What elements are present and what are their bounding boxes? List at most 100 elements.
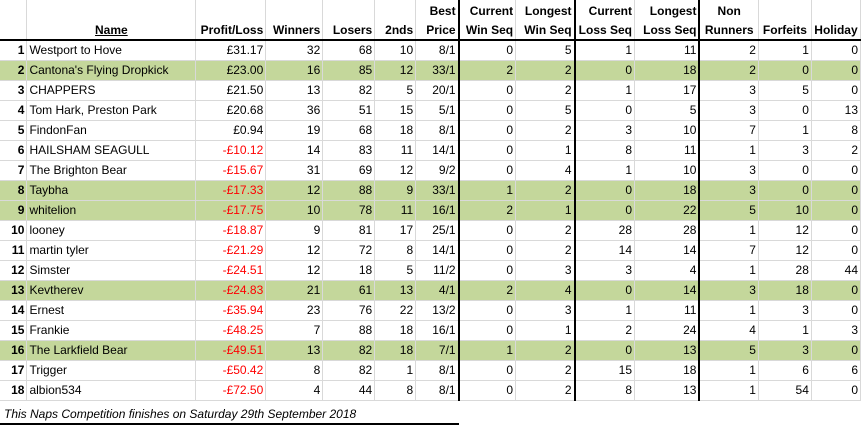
table-row: 15 Frankie -£48.25 7 88 18 16/1 0 1 2 24 4 1 3 xyxy=(0,320,861,341)
best-price-cell: 8/1 xyxy=(415,40,460,61)
losers-cell: 44 xyxy=(322,380,376,401)
longest-win-seq-cell: 2 xyxy=(515,120,576,141)
holiday-cell: 8 xyxy=(811,120,861,141)
non-runners-cell: 3 xyxy=(699,280,759,301)
profit-loss-cell: -£17.75 xyxy=(195,200,267,221)
forfeits-cell: 3 xyxy=(758,300,812,321)
player-name-cell: Tom Hark, Preston Park xyxy=(26,100,197,121)
holiday-cell: 0 xyxy=(811,160,861,181)
longest-loss-seq-cell: 10 xyxy=(634,120,701,141)
seconds-cell: 13 xyxy=(374,280,417,301)
forfeits-cell: 5 xyxy=(758,80,812,101)
rank-cell: 10 xyxy=(0,220,28,241)
seconds-cell: 12 xyxy=(374,160,417,181)
winners-cell: 32 xyxy=(265,40,324,61)
longest-loss-seq-cell: 22 xyxy=(634,200,701,221)
player-name-cell: FindonFan xyxy=(26,120,197,141)
current-loss-seq-cell: 1 xyxy=(574,160,636,181)
winners-cell: 7 xyxy=(265,320,324,341)
header-holiday: Holiday xyxy=(811,20,861,41)
seconds-cell: 5 xyxy=(374,260,417,281)
non-runners-cell: 5 xyxy=(699,340,759,361)
current-loss-seq-cell: 3 xyxy=(574,120,636,141)
holiday-cell: 0 xyxy=(811,240,861,261)
longest-win-seq-cell: 1 xyxy=(515,200,576,221)
header-longest-win-seq: Win Seq xyxy=(515,20,576,41)
losers-cell: 61 xyxy=(322,280,376,301)
current-loss-seq-cell: 0 xyxy=(574,340,636,361)
rank-cell: 15 xyxy=(0,320,28,341)
non-runners-cell: 4 xyxy=(699,320,759,341)
seconds-cell: 5 xyxy=(374,80,417,101)
holiday-cell: 0 xyxy=(811,380,861,401)
forfeits-cell: 1 xyxy=(758,320,812,341)
non-runners-cell: 5 xyxy=(699,200,759,221)
holiday-cell: 0 xyxy=(811,200,861,221)
longest-loss-seq-cell: 13 xyxy=(634,380,701,401)
losers-cell: 51 xyxy=(322,100,376,121)
rank-cell: 13 xyxy=(0,280,28,301)
winners-cell: 36 xyxy=(265,100,324,121)
seconds-cell: 17 xyxy=(374,220,417,241)
header-best-price: Price xyxy=(415,20,460,41)
rank-cell: 17 xyxy=(0,360,28,381)
current-win-seq-cell: 0 xyxy=(457,220,517,241)
player-name-cell: looney xyxy=(26,220,197,241)
longest-win-seq-cell: 2 xyxy=(515,340,576,361)
forfeits-cell: 0 xyxy=(758,100,812,121)
non-runners-cell: 3 xyxy=(699,100,759,121)
table-row: 3 CHAPPERS £21.50 13 82 5 20/1 0 2 1 17 3 5 0 xyxy=(0,80,861,101)
header-forfeits: Forfeits xyxy=(758,20,812,41)
table-row: 16 The Larkfield Bear -£49.51 13 82 18 7/1 1 2 0 1… xyxy=(0,340,861,361)
best-price-cell: 8/1 xyxy=(415,360,460,381)
table-row: 1 Westport to Hove £31.17 32 68 10 8/1 0 5 1 11 2 1 0 xyxy=(0,40,861,61)
winners-cell: 9 xyxy=(265,220,324,241)
best-price-cell: 16/1 xyxy=(415,320,460,341)
seconds-cell: 10 xyxy=(374,40,417,61)
longest-loss-seq-cell: 14 xyxy=(634,240,701,261)
rank-cell: 8 xyxy=(0,180,28,201)
non-runners-cell: 1 xyxy=(699,380,759,401)
profit-loss-cell: -£24.51 xyxy=(195,260,267,281)
best-price-cell: 14/1 xyxy=(415,240,460,261)
player-name-cell: whitelion xyxy=(26,200,197,221)
header-current-loss-seq: Loss Seq xyxy=(574,20,636,41)
header-winners: Winners xyxy=(265,20,324,41)
longest-loss-seq-cell: 4 xyxy=(634,260,701,281)
winners-cell: 13 xyxy=(265,80,324,101)
winners-cell: 21 xyxy=(265,280,324,301)
best-price-cell: 13/2 xyxy=(415,300,460,321)
losers-cell: 18 xyxy=(322,260,376,281)
non-runners-cell: 2 xyxy=(699,40,759,61)
current-win-seq-cell: 0 xyxy=(457,360,517,381)
winners-cell: 4 xyxy=(265,380,324,401)
longest-loss-seq-cell: 13 xyxy=(634,340,701,361)
non-runners-cell: 7 xyxy=(699,120,759,141)
table-row: 17 Trigger -£50.42 8 82 1 8/1 0 2 15 18 1 6 6 xyxy=(0,360,861,381)
player-name-cell: albion534 xyxy=(26,380,197,401)
forfeits-cell: 1 xyxy=(758,120,812,141)
profit-loss-cell: -£10.12 xyxy=(195,140,267,161)
losers-cell: 82 xyxy=(322,340,376,361)
header-longest-loss-seq: Loss Seq xyxy=(634,20,701,41)
current-win-seq-cell: 0 xyxy=(457,40,517,61)
current-win-seq-cell: 0 xyxy=(457,120,517,141)
rank-cell: 2 xyxy=(0,60,28,81)
header-non-runners: Runners xyxy=(699,20,759,41)
seconds-cell: 22 xyxy=(374,300,417,321)
losers-cell: 68 xyxy=(322,40,376,61)
rank-cell: 16 xyxy=(0,340,28,361)
current-loss-seq-cell: 15 xyxy=(574,360,636,381)
seconds-cell: 11 xyxy=(374,200,417,221)
forfeits-cell: 12 xyxy=(758,240,812,261)
current-loss-seq-cell: 0 xyxy=(574,180,636,201)
profit-loss-cell: -£18.87 xyxy=(195,220,267,241)
header-row-top: Best Current Longest Current Longest Non xyxy=(0,0,861,20)
current-loss-seq-cell: 3 xyxy=(574,260,636,281)
player-name-cell: HAILSHAM SEAGULL xyxy=(26,140,197,161)
current-loss-seq-cell: 0 xyxy=(574,100,636,121)
profit-loss-cell: -£21.29 xyxy=(195,240,267,261)
table-row: 13 Kevtherev -£24.83 21 61 13 4/1 2 4 0 14 3 18 0 xyxy=(0,280,861,301)
longest-loss-seq-cell: 11 xyxy=(634,140,701,161)
table-row: 10 looney -£18.87 9 81 17 25/1 0 2 28 28 1 12 0 xyxy=(0,220,861,241)
